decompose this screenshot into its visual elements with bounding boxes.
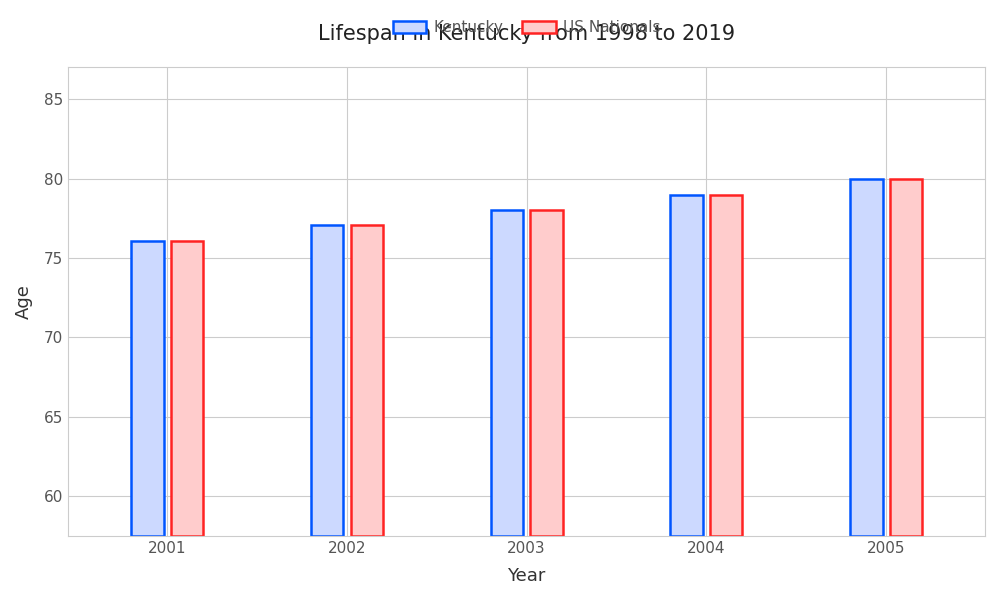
Bar: [491, 211, 523, 536]
X-axis label: Year: Year: [507, 567, 546, 585]
Bar: [850, 179, 883, 536]
Bar: [530, 211, 563, 536]
Bar: [171, 241, 203, 536]
Title: Lifespan in Kentucky from 1998 to 2019: Lifespan in Kentucky from 1998 to 2019: [318, 23, 735, 44]
Y-axis label: Age: Age: [15, 284, 33, 319]
Bar: [890, 179, 922, 536]
Legend: Kentucky, US Nationals: Kentucky, US Nationals: [386, 14, 667, 41]
Bar: [670, 194, 703, 536]
Bar: [351, 224, 383, 536]
Bar: [131, 241, 164, 536]
Bar: [311, 224, 343, 536]
Bar: [710, 194, 742, 536]
